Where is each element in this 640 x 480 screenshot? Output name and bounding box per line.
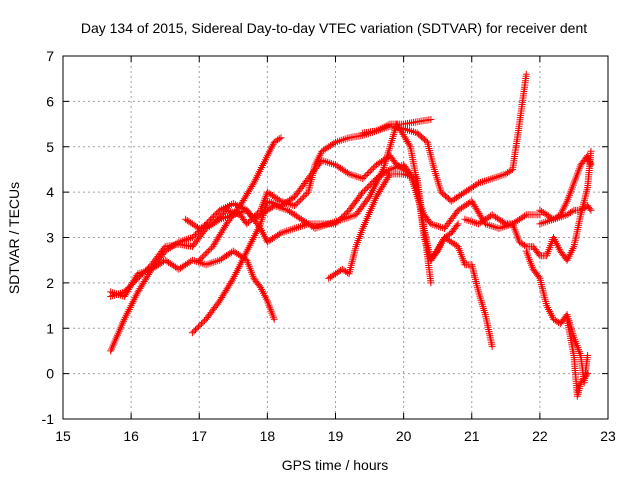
series-s1 bbox=[107, 161, 544, 355]
series-s10 bbox=[522, 247, 592, 387]
axis-ticks bbox=[62, 55, 609, 420]
chart-title: Day 134 of 2015, Sidereal Day-to-day VTE… bbox=[81, 20, 587, 36]
x-tick-label: 23 bbox=[600, 428, 616, 444]
series-markers bbox=[107, 120, 496, 350]
x-tick-label: 19 bbox=[328, 428, 344, 444]
series-markers bbox=[536, 202, 595, 228]
series-s6 bbox=[195, 134, 285, 264]
series-markers bbox=[325, 170, 435, 287]
series-s9 bbox=[461, 147, 595, 264]
y-tick-label: 0 bbox=[46, 366, 54, 382]
x-tick-label: 16 bbox=[123, 428, 139, 444]
x-tick-label: 20 bbox=[396, 428, 412, 444]
series-markers bbox=[195, 134, 285, 264]
x-tick-label: 17 bbox=[191, 428, 207, 444]
x-tick-label: 15 bbox=[55, 428, 71, 444]
y-tick-label: 7 bbox=[46, 48, 54, 64]
x-tick-label: 21 bbox=[464, 428, 480, 444]
series-s8 bbox=[359, 116, 435, 137]
series-markers bbox=[107, 247, 278, 323]
data-series bbox=[107, 70, 595, 400]
y-axis-title: SDTVAR / TECUs bbox=[6, 182, 22, 294]
y-tick-label: 3 bbox=[46, 230, 54, 246]
series-s12 bbox=[536, 202, 595, 228]
x-tick-label: 18 bbox=[260, 428, 276, 444]
series-s2 bbox=[107, 120, 496, 350]
series-markers bbox=[107, 161, 544, 355]
y-tick-labels: -1 0 1 2 3 4 5 6 7 bbox=[42, 48, 55, 427]
series-s7 bbox=[325, 170, 435, 287]
x-axis-title: GPS time / hours bbox=[282, 457, 389, 473]
x-tick-label: 22 bbox=[532, 428, 548, 444]
y-tick-label: 2 bbox=[46, 275, 54, 291]
y-tick-label: 6 bbox=[46, 93, 54, 109]
y-tick-label: -1 bbox=[42, 411, 55, 427]
series-markers bbox=[461, 147, 595, 264]
x-tick-labels: 15 16 17 18 19 20 21 22 23 bbox=[55, 428, 616, 444]
series-s4 bbox=[188, 152, 462, 337]
series-s13 bbox=[563, 315, 592, 400]
series-s3 bbox=[107, 247, 278, 323]
y-tick-label: 1 bbox=[46, 320, 54, 336]
series-markers bbox=[563, 315, 592, 400]
series-markers bbox=[188, 152, 462, 337]
series-markers bbox=[359, 116, 435, 137]
grid-lines bbox=[63, 56, 608, 419]
y-tick-label: 4 bbox=[46, 184, 54, 200]
y-tick-label: 5 bbox=[46, 139, 54, 155]
series-markers bbox=[522, 247, 592, 387]
